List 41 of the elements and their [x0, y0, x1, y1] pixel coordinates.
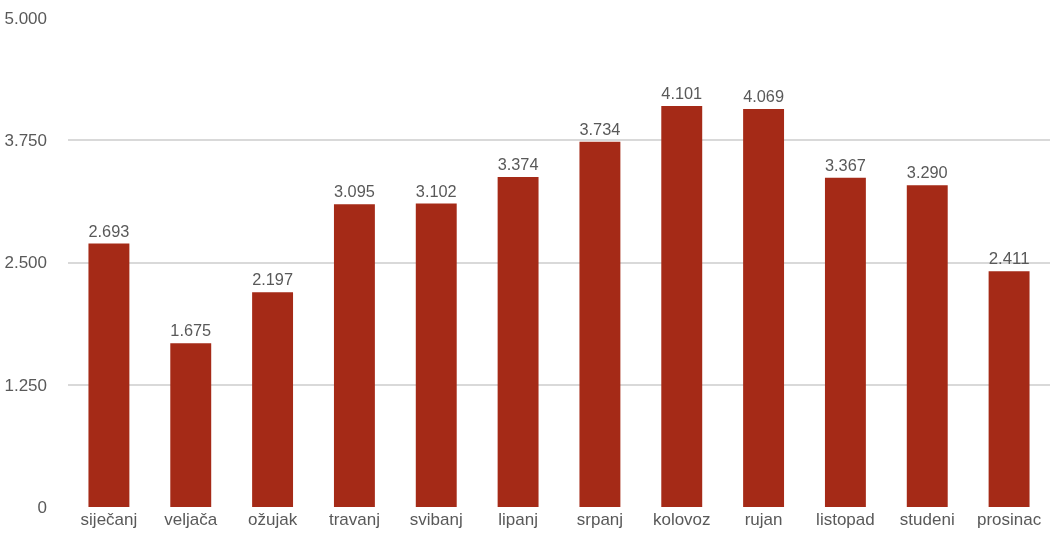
- data-label: 3.095: [333, 182, 375, 201]
- x-tick-label: prosinac: [976, 510, 1042, 529]
- x-tick-label: veljača: [164, 510, 218, 529]
- x-tick-label: listopad: [816, 510, 875, 529]
- data-label: 3.367: [824, 155, 866, 174]
- data-label: 2.411: [988, 249, 1030, 269]
- data-label: 2.197: [252, 270, 294, 289]
- data-label: 4.069: [743, 87, 785, 106]
- x-tick-label: siječanj: [80, 510, 138, 529]
- bar: [743, 109, 785, 507]
- y-tick-label: 1.250: [4, 375, 47, 395]
- x-tick-label: srpanj: [576, 510, 624, 529]
- bar: [333, 204, 375, 507]
- x-tick-label: lipanj: [498, 510, 538, 529]
- data-label: 4.101: [661, 84, 703, 103]
- x-tick-label: rujan: [744, 510, 783, 529]
- x-tick-label: travanj: [328, 510, 380, 529]
- bar: [252, 292, 294, 507]
- bar: [661, 105, 703, 507]
- y-tick-label: 0: [37, 497, 47, 517]
- y-tick-label: 2.500: [4, 253, 47, 273]
- data-label: 3.734: [579, 119, 621, 138]
- bar: [906, 185, 948, 507]
- data-label: 3.290: [906, 163, 948, 182]
- x-tick-label: ožujak: [248, 510, 298, 529]
- data-label: 1.675: [170, 321, 212, 340]
- x-tick-label: kolovoz: [652, 510, 711, 529]
- bar: [824, 177, 866, 507]
- y-tick-label: 5.000: [4, 8, 47, 28]
- bar: [170, 343, 212, 507]
- bar: [88, 243, 130, 507]
- bar: [579, 141, 621, 507]
- x-tick-label: studeni: [899, 510, 955, 529]
- data-label: 3.102: [415, 181, 457, 200]
- bar: [415, 203, 457, 507]
- data-label: 3.374: [497, 155, 539, 174]
- data-label: 2.693: [88, 221, 130, 240]
- bar: [497, 177, 539, 507]
- x-tick-label: svibanj: [409, 510, 463, 529]
- y-tick-label: 3.750: [4, 131, 47, 151]
- bar: [988, 271, 1030, 507]
